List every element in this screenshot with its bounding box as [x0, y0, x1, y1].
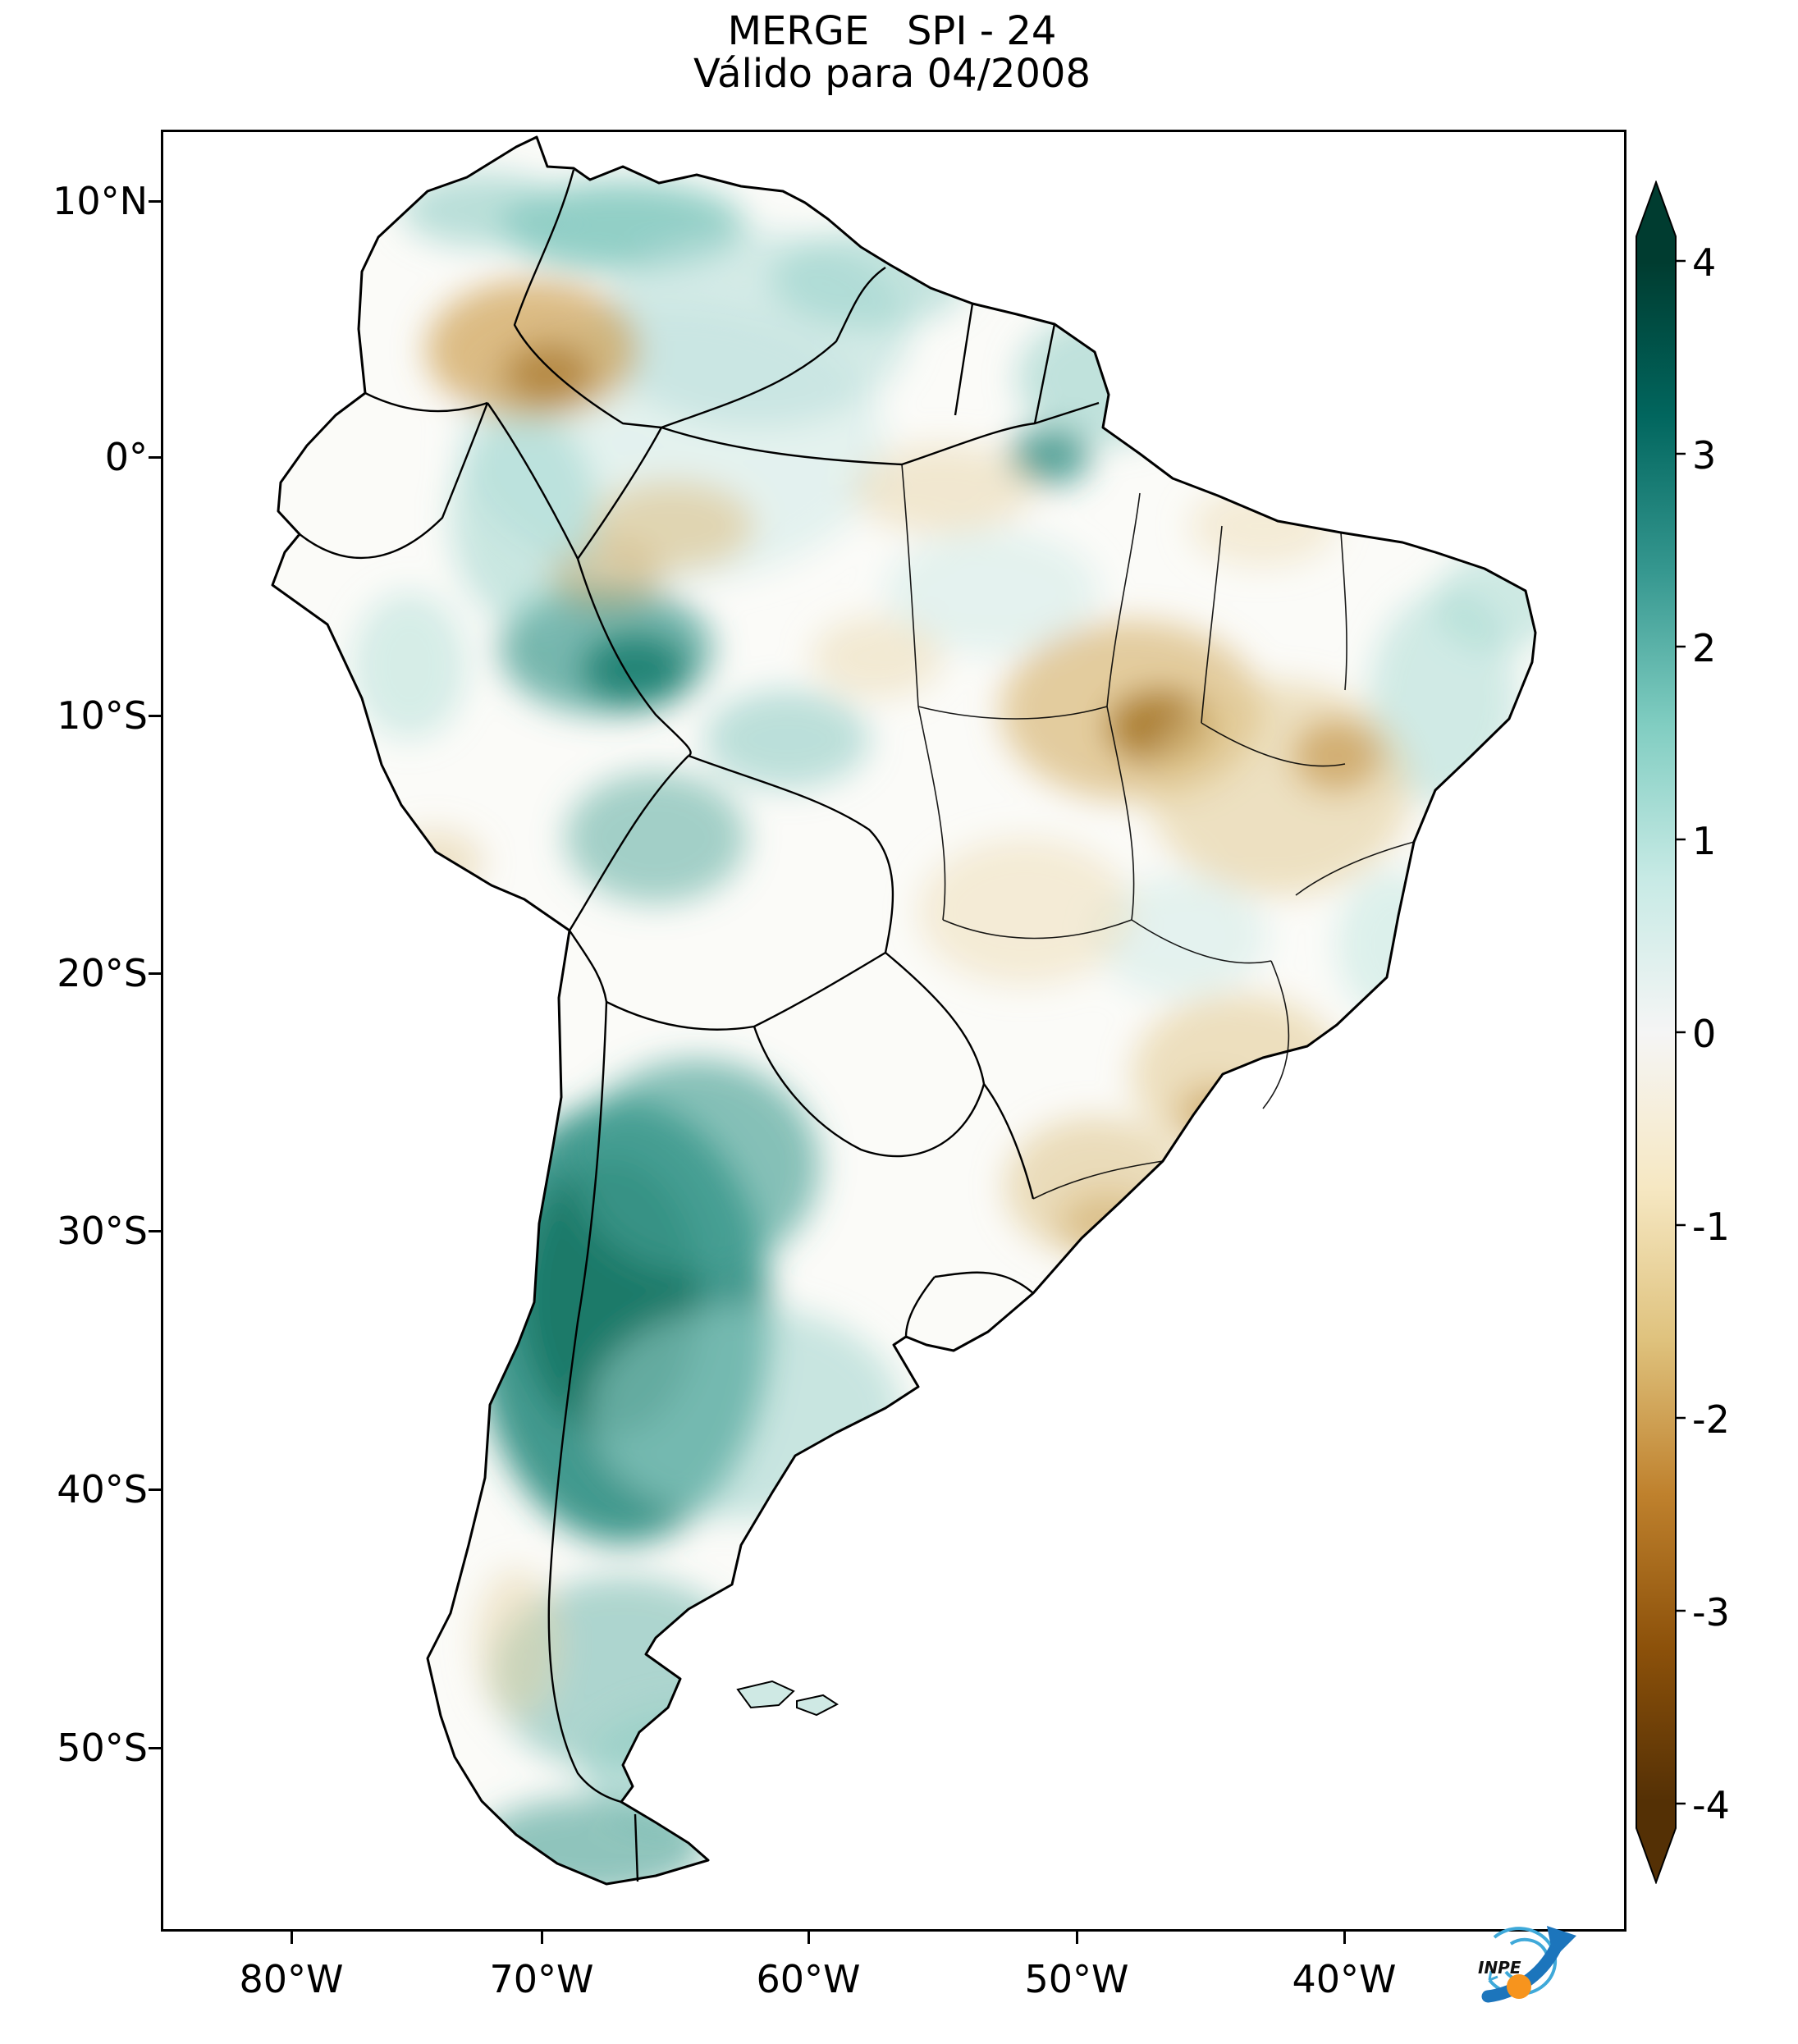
colorbar-label-0: 0 [1692, 1012, 1717, 1056]
colorbar-label-2: 2 [1692, 626, 1717, 670]
lat-tick-label-30s: 30°S [57, 1209, 148, 1253]
colorbar-gradient-bar [1636, 181, 1677, 1884]
lon-tick-mark [291, 1932, 293, 1944]
coastline [271, 135, 1537, 1886]
colorbar-label-3: 3 [1692, 433, 1717, 478]
inpe-logo: INPE [1465, 1911, 1596, 2026]
figure-subtitle: Válido para 04/2008 [693, 51, 1091, 97]
state-borders [901, 464, 1415, 1200]
colorbar-label-4: 4 [1692, 240, 1717, 285]
inpe-logo-arrowhead [1547, 1926, 1576, 1959]
lon-tick-mark [1076, 1932, 1078, 1944]
lat-tick-mark [149, 972, 161, 975]
lon-tick-label-70w: 70°W [489, 1957, 594, 2001]
colorbar [1636, 181, 1686, 1884]
south-america-map [271, 135, 1537, 1886]
lat-tick-mark [149, 200, 161, 203]
falkland-islands [736, 1680, 839, 1717]
lat-tick-label-10s: 10°S [57, 693, 148, 738]
colorbar-label-1: 1 [1692, 819, 1717, 863]
lon-tick-mark [807, 1932, 810, 1944]
lat-tick-mark [149, 1230, 161, 1232]
colorbar-label-m1: -1 [1692, 1205, 1730, 1249]
lon-tick-label-60w: 60°W [756, 1957, 861, 2001]
inpe-logo-text: INPE [1478, 1958, 1521, 1978]
lat-tick-mark [149, 1488, 161, 1491]
lon-tick-label-40w: 40°W [1292, 1957, 1397, 2001]
colorbar-label-m3: -3 [1692, 1590, 1730, 1635]
lat-tick-mark [149, 715, 161, 717]
lon-tick-mark [1343, 1932, 1346, 1944]
lon-tick-mark [541, 1932, 543, 1944]
colorbar-tick-marks [1676, 259, 1686, 1805]
country-borders [299, 169, 1100, 1882]
inpe-logo-globe [1507, 1974, 1531, 1999]
lat-tick-label-50s: 50°S [57, 1726, 148, 1770]
figure-title: MERGE SPI - 24 [727, 8, 1057, 54]
map-frame: INPE [161, 130, 1626, 2003]
lat-tick-mark [149, 456, 161, 459]
colorbar-label-m2: -2 [1692, 1397, 1730, 1442]
colorbar-label-m4: -4 [1692, 1783, 1730, 1827]
lat-tick-label-0: 0° [104, 435, 148, 479]
lat-tick-label-10n: 10°N [53, 179, 148, 223]
lat-tick-label-20s: 20°S [57, 951, 148, 995]
lon-tick-label-80w: 80°W [239, 1957, 344, 2001]
lat-tick-mark [149, 1747, 161, 1749]
lon-tick-label-50w: 50°W [1024, 1957, 1129, 2001]
lat-tick-label-40s: 40°S [57, 1467, 148, 1511]
